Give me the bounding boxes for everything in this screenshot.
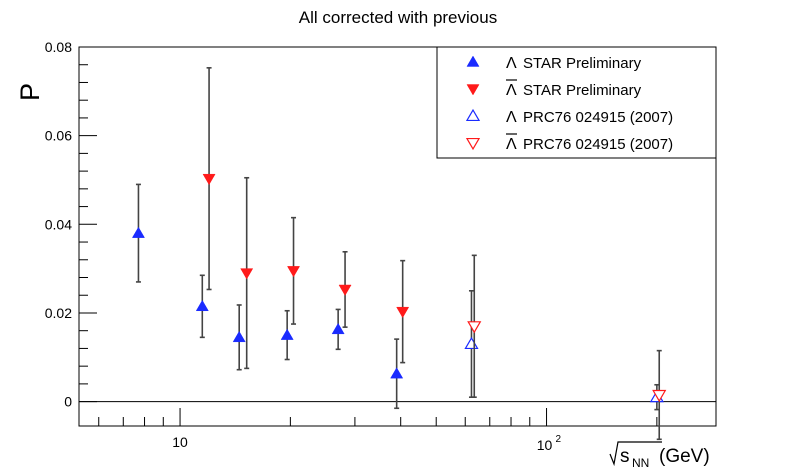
legend-symbol: Λ <box>506 109 517 126</box>
data-point <box>232 330 246 343</box>
legend-label: STAR Preliminary <box>523 82 642 99</box>
legend-box <box>436 46 717 159</box>
legend-marker <box>466 55 480 67</box>
legend-marker <box>466 84 480 96</box>
series-3 <box>467 254 667 441</box>
chart-title: All corrected with previous <box>299 8 497 27</box>
legend-marker <box>465 108 481 122</box>
y-tick-label: 0.02 <box>45 305 72 321</box>
legend-item-1: Λ STAR Preliminary <box>466 79 642 99</box>
legend-label: STAR Preliminary <box>523 55 642 72</box>
x-label-subscript: NN <box>632 456 649 470</box>
y-tick-label: 0 <box>64 394 72 410</box>
data-point <box>202 173 216 186</box>
legend-symbol: Λ <box>506 55 517 72</box>
legend-item-2: Λ PRC76 024915 (2007) <box>465 108 673 126</box>
series-1 <box>202 67 410 370</box>
data-point <box>131 226 145 238</box>
data-point <box>280 328 294 340</box>
y-tick-label: 0.06 <box>45 128 72 144</box>
data-point <box>390 367 404 379</box>
series-2 <box>464 290 664 411</box>
sqrt-sign <box>609 441 662 467</box>
legend: Λ STAR Preliminary Λ STAR Preliminary Λ PRC76… <box>436 46 717 159</box>
data-point <box>338 284 352 296</box>
x-axis: 10 10 2 <box>98 408 658 453</box>
y-axis: 0 0.02 0.04 0.06 0.08 <box>45 39 97 410</box>
legend-symbol: Λ <box>506 136 517 153</box>
data-point <box>331 322 345 335</box>
x-tick-label: 10 <box>172 434 188 450</box>
data-point <box>652 389 667 403</box>
data-point <box>396 306 410 319</box>
x-tick-label-exponent: 2 <box>556 434 562 445</box>
data-point <box>240 268 254 280</box>
plot-border <box>78 46 717 427</box>
plot-frame <box>78 46 717 427</box>
y-axis-label: P <box>15 83 45 101</box>
data-point <box>195 299 209 312</box>
data-point <box>464 336 479 350</box>
series-layer <box>131 67 667 441</box>
legend-marker <box>465 137 481 151</box>
x-tick-label-base: 10 <box>537 437 553 453</box>
x-axis-label: s NN (GeV) <box>609 441 710 470</box>
x-label-variable: s <box>620 446 630 467</box>
x-tick-label: 10 2 <box>537 434 562 453</box>
x-label-unit: (GeV) <box>659 446 710 467</box>
y-tick-label: 0.08 <box>45 39 72 55</box>
series-0 <box>131 183 404 410</box>
legend-label: PRC76 024915 (2007) <box>523 109 673 126</box>
data-point <box>287 266 301 278</box>
legend-symbol: Λ <box>506 82 517 99</box>
legend-item-3: Λ PRC76 024915 (2007) <box>465 133 673 153</box>
legend-item-0: Λ STAR Preliminary <box>466 55 642 72</box>
legend-label: PRC76 024915 (2007) <box>523 136 673 153</box>
data-point <box>467 321 482 334</box>
y-tick-label: 0.04 <box>45 216 72 232</box>
